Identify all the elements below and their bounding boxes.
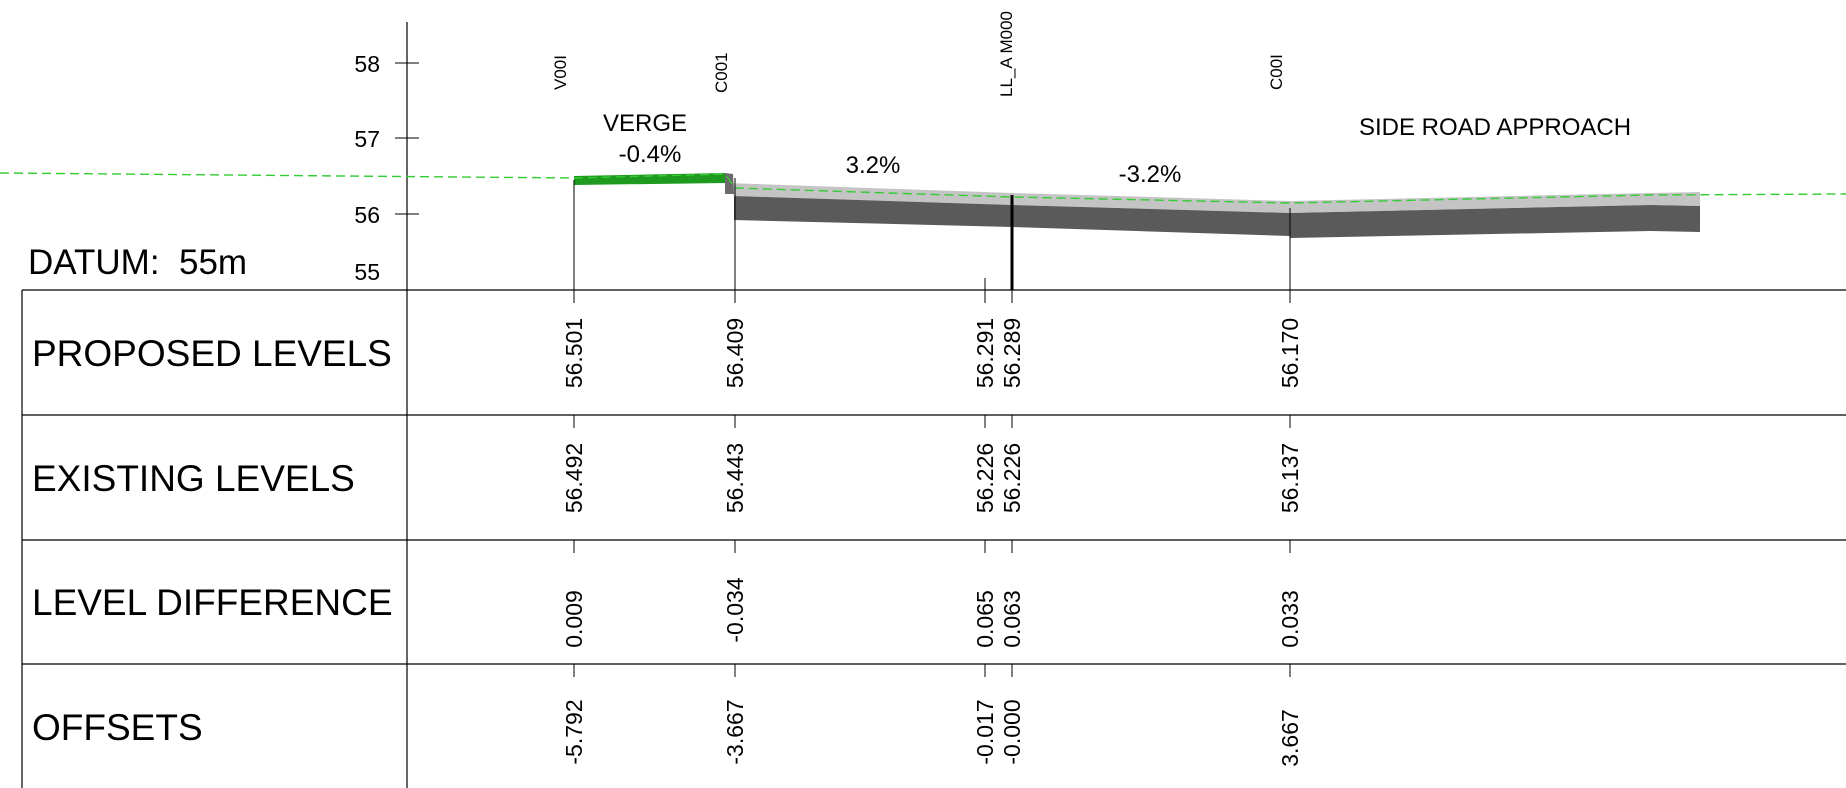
pavement-layers [574,173,1700,238]
existing-level-value: 56.443 [722,443,748,513]
existing-ground-line [0,172,1846,204]
pavement-surface-layer [727,183,1700,213]
row-label-offsets: OFFSETS [32,707,203,748]
station-lines [573,178,1291,290]
pavement-base-layer [734,196,1700,238]
level-difference-value: 0.009 [561,590,587,648]
axis-tick-label: 55 [354,259,380,285]
existing-level-value: 56.226 [972,443,998,513]
kerb [725,173,734,194]
datum-label: DATUM: 55m [28,243,247,282]
station-code: C00I [1267,54,1286,90]
level-difference-value: 0.063 [999,590,1025,648]
row-label-proposed-levels: PROPOSED LEVELS [32,333,392,374]
verge-label: VERGE [603,110,687,137]
verge-grade: -0.4% [619,141,682,168]
grade-label-right: -3.2% [1119,161,1182,188]
offset-value: -0.017 [972,699,998,764]
axis-tick-label: 56 [354,202,380,228]
row-ticks [573,290,1291,677]
proposed-level-value: 56.501 [561,318,587,388]
offset-value: 3.667 [1277,709,1303,767]
axis-tick-label: 57 [354,126,380,152]
proposed-level-value: 56.291 [972,318,998,388]
proposed-level-value: 56.289 [999,318,1025,388]
station-code: C001 [712,52,731,93]
grade-label-left: 3.2% [846,152,901,179]
level-difference-value: 0.065 [972,590,998,648]
axis-tick-label: 58 [354,51,380,77]
data-table [21,289,1846,788]
existing-level-value: 56.137 [1277,443,1303,513]
level-difference-value: -0.034 [722,577,748,642]
offset-value: -3.667 [722,699,748,764]
verge-strip [574,173,725,185]
proposed-level-value: 56.409 [722,318,748,388]
station-code: LL_A M000 [997,11,1016,97]
existing-level-value: 56.492 [561,443,587,513]
proposed-level-value: 56.170 [1277,318,1303,388]
offset-value: -5.792 [561,699,587,764]
level-axis: 58 57 56 55 [354,22,419,291]
row-label-level-difference: LEVEL DIFFERENCE [32,582,393,623]
level-difference-value: 0.033 [1277,590,1303,648]
offset-value: -0.000 [999,699,1025,764]
station-code: V00I [551,55,570,90]
row-label-existing-levels: EXISTING LEVELS [32,458,355,499]
side-road-label: SIDE ROAD APPROACH [1359,114,1631,141]
existing-level-value: 56.226 [999,443,1025,513]
